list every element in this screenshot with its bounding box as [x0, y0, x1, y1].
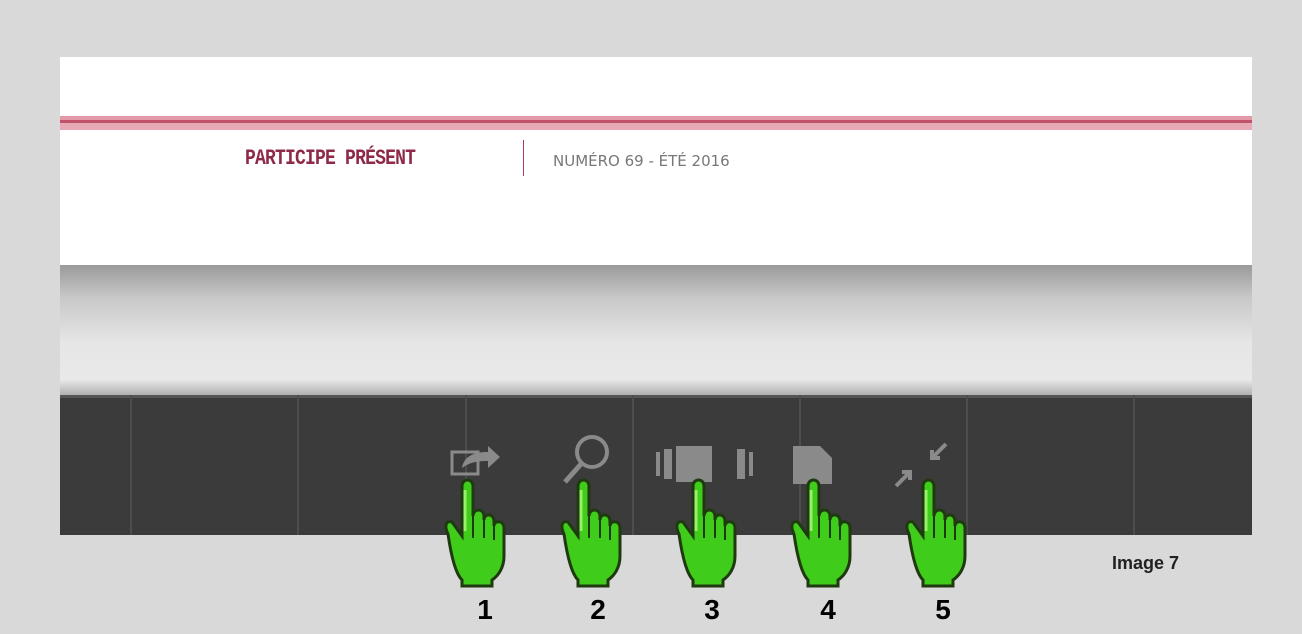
pages-icon	[737, 449, 745, 479]
pointer-hand	[792, 480, 850, 586]
pages-icon	[664, 449, 672, 479]
pointer-hand	[562, 480, 620, 586]
shrink-icon	[896, 472, 910, 486]
icons-layer	[0, 0, 1302, 634]
zoom-button[interactable]	[565, 437, 607, 482]
step-number: 1	[465, 594, 505, 626]
single-page-button[interactable]	[793, 446, 832, 484]
pages-icon	[676, 446, 712, 482]
pages-icon	[656, 452, 660, 476]
step-number: 4	[808, 594, 848, 626]
step-number: 5	[923, 594, 963, 626]
step-number: 2	[578, 594, 618, 626]
fullscreen-exit-button[interactable]	[896, 444, 946, 486]
screenshot: PARTICIPE PRÉSENT NUMÉRO 69 - ÉTÉ 2016	[0, 0, 1302, 634]
share-button[interactable]	[452, 446, 500, 474]
step-number: 3	[692, 594, 732, 626]
pointer-hand	[446, 480, 504, 586]
pages-icon	[749, 452, 753, 476]
share-arrow	[462, 446, 500, 468]
zoom-icon	[577, 437, 607, 467]
caption: Image 7	[1112, 553, 1179, 574]
page-icon	[793, 446, 832, 484]
page: Participe Présent toolbar html, body { m…	[0, 0, 1302, 634]
pages-button[interactable]	[656, 446, 753, 482]
pointer-hand	[677, 480, 735, 586]
zoom-handle	[565, 464, 581, 482]
pointer-hand	[907, 480, 965, 586]
shrink-icon	[932, 444, 946, 458]
